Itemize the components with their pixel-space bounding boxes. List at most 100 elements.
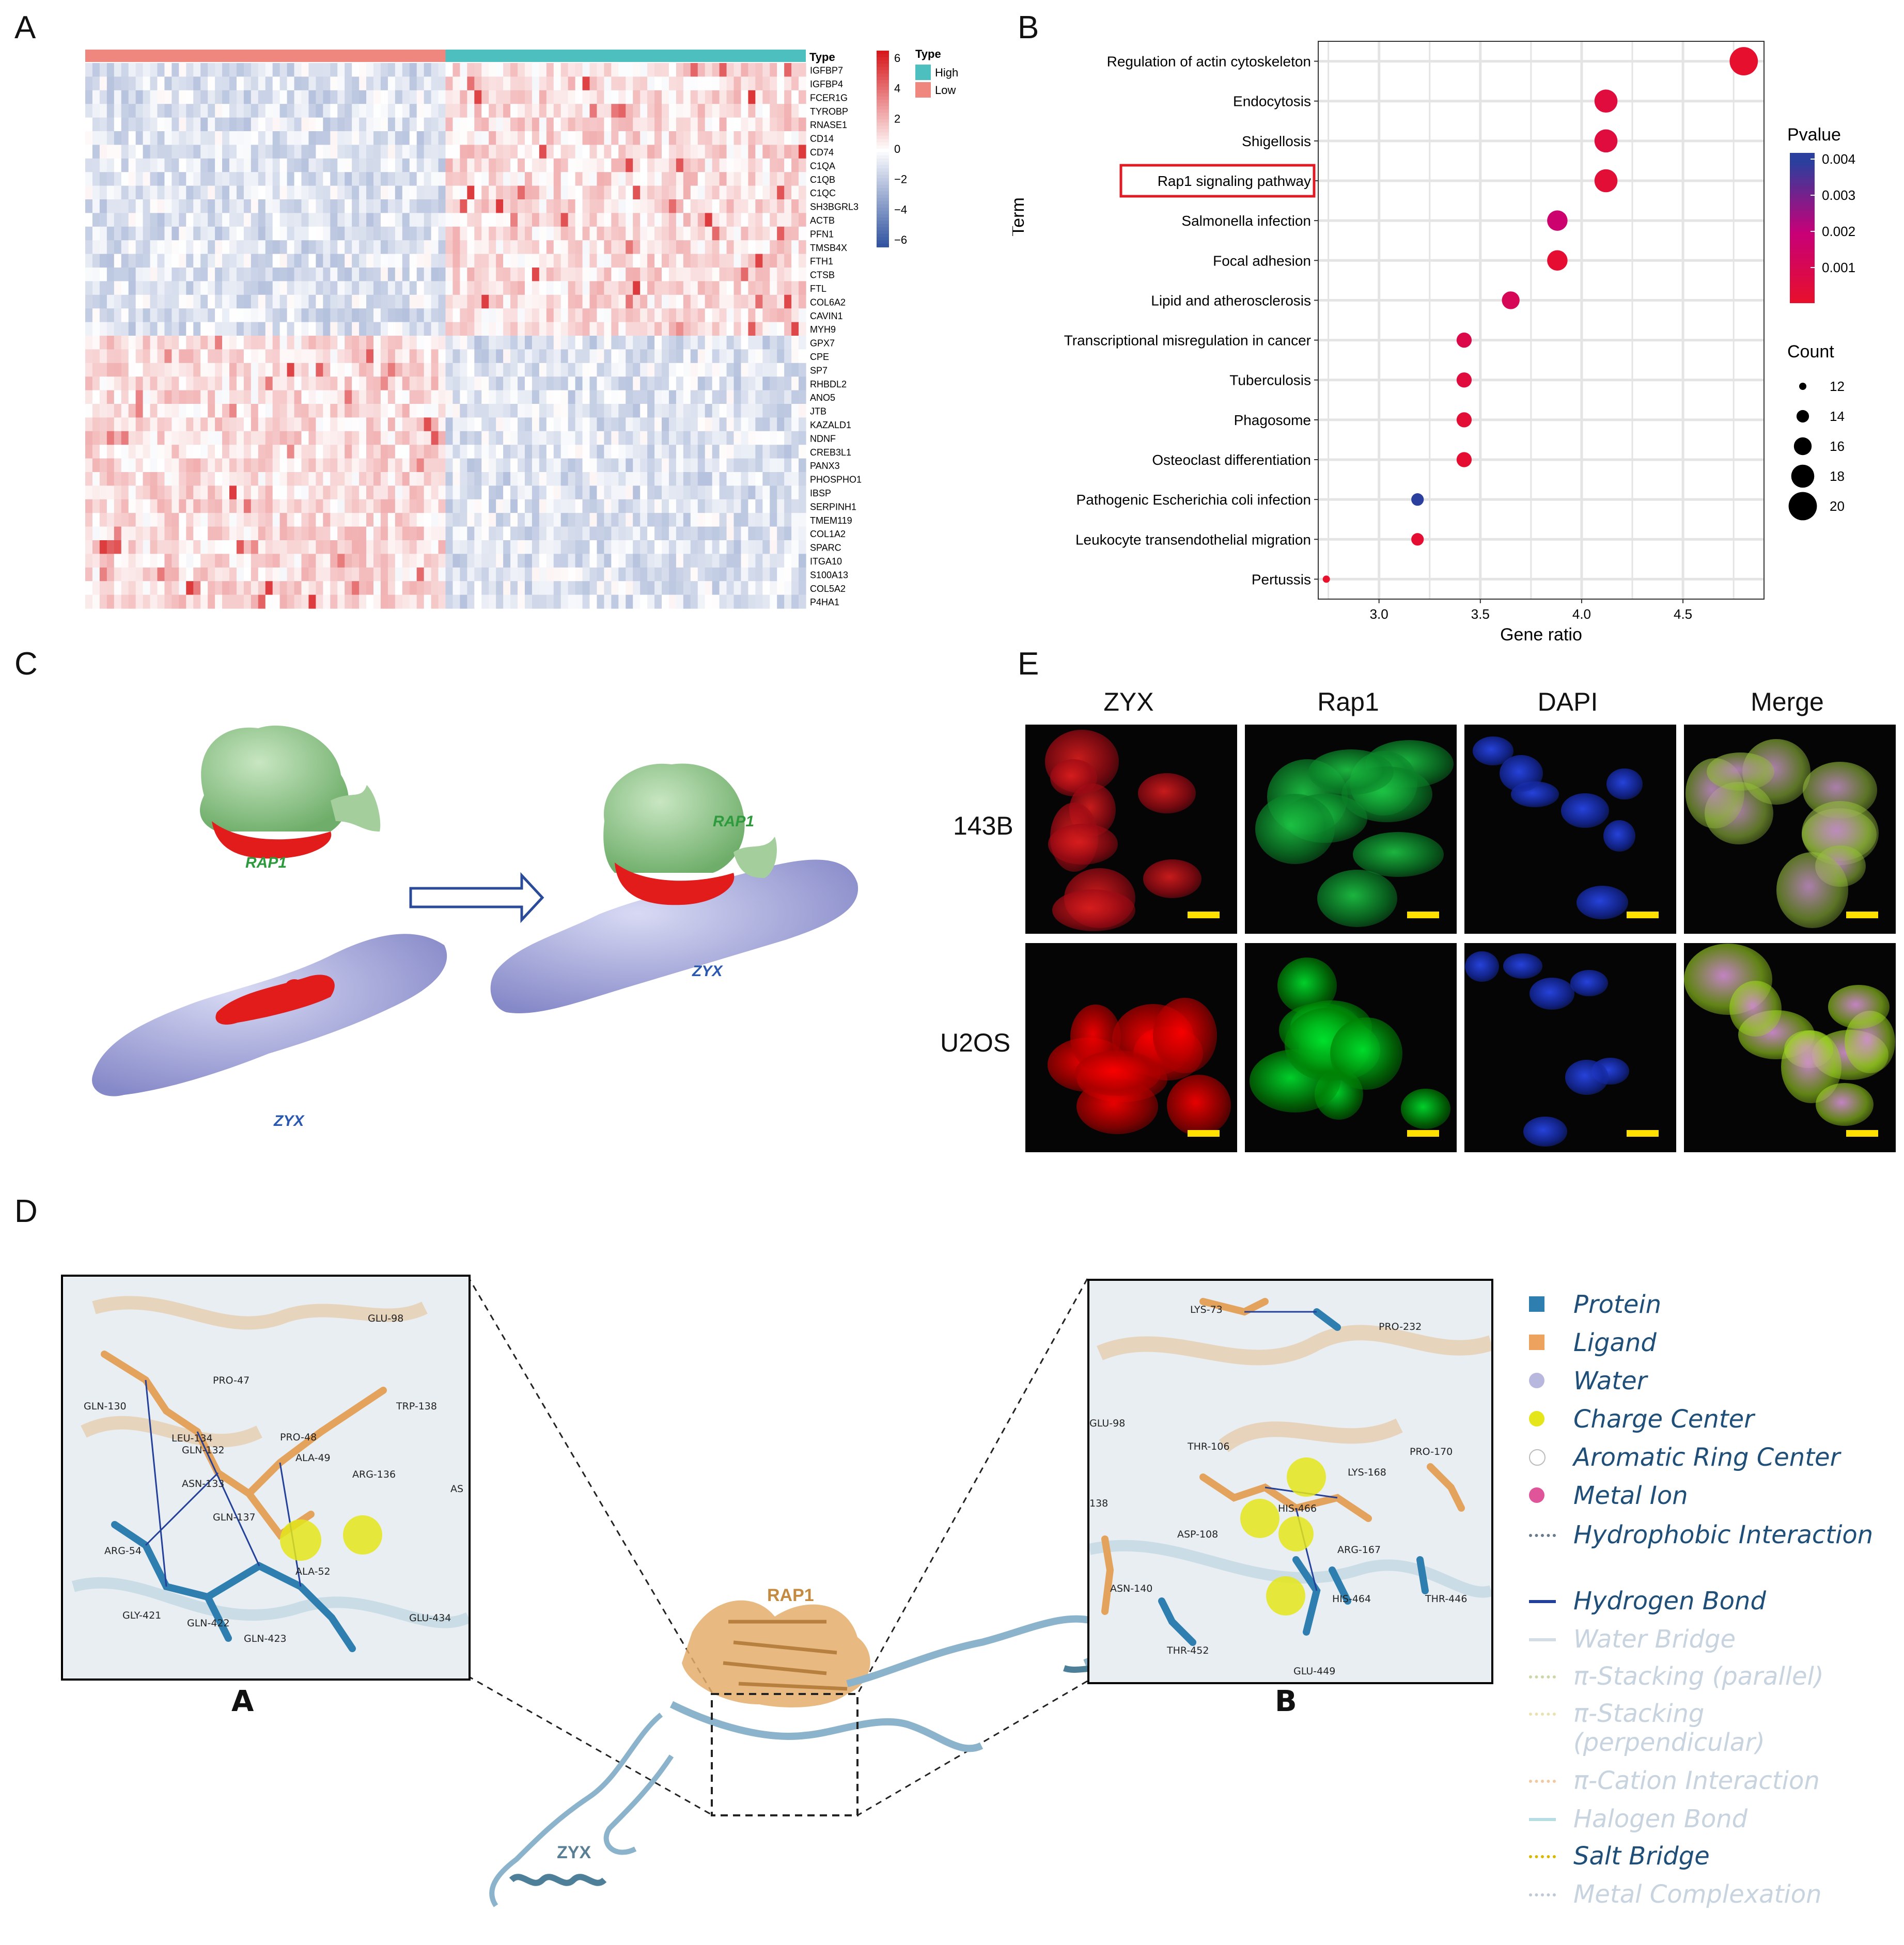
residue-label: THR-446	[1425, 1593, 1468, 1605]
legend-label: Water Bridge	[1573, 1625, 1736, 1654]
residue-label: PRO-170	[1410, 1446, 1453, 1457]
inset-a: GLU-98 PRO-47 GLN-130 LEU-134 GLN-132 PRO-48 A…	[61, 1275, 471, 1681]
term-label: Endocytosis	[1233, 93, 1311, 109]
complex-rap1-label: RAP1	[713, 813, 754, 830]
row-header-u2os: U2OS	[940, 1028, 1011, 1057]
micro-image	[1684, 943, 1896, 1152]
legend-label: Salt Bridge	[1573, 1842, 1710, 1871]
data-point	[1456, 332, 1472, 348]
legend-icon-metal-ion	[1529, 1487, 1544, 1503]
residue-label: HIS-466	[1278, 1503, 1317, 1514]
data-point	[1411, 493, 1424, 506]
docking-panel: RAP1 ZYX RAP1 ZYX	[92, 725, 859, 1130]
count-value: 14	[1830, 409, 1845, 424]
gene-label: CD74	[810, 147, 834, 158]
micro-image	[1464, 725, 1676, 934]
term-label: Osteoclast differentiation	[1152, 452, 1311, 468]
micro-image	[1464, 943, 1676, 1152]
legend-label: Metal Complexation	[1573, 1880, 1822, 1909]
count-dot	[1799, 383, 1806, 390]
residue-label: GLU-434	[409, 1612, 451, 1624]
residue-label: GLN-423	[244, 1633, 287, 1644]
pvalue-tick: 0.002	[1822, 224, 1855, 239]
residue-label: ALA-52	[295, 1566, 331, 1577]
zyx-label: ZYX	[273, 1112, 305, 1130]
gene-label: S100A13	[810, 570, 848, 580]
scale-bar	[1407, 912, 1439, 918]
residue-label: GLN-137	[213, 1512, 256, 1523]
scale-tick: 0	[894, 143, 900, 155]
col-header-zyx: ZYX	[1103, 687, 1154, 716]
gene-label: C1QB	[810, 175, 835, 185]
scale-bar	[1846, 1130, 1878, 1137]
data-point	[1456, 372, 1472, 388]
legend-icon-stacking-parallel	[1529, 1675, 1556, 1679]
data-point	[1456, 412, 1472, 428]
row-header-143b: 143B	[953, 811, 1013, 840]
gene-label: KAZALD1	[810, 420, 851, 430]
gene-label: TMEM119	[810, 515, 852, 526]
panel-label-c: C	[14, 646, 38, 682]
gene-label: IBSP	[810, 488, 831, 498]
scale-bar	[1627, 1130, 1659, 1137]
col-header-rap1: Rap1	[1317, 687, 1379, 716]
residue-label: GLU-449	[1293, 1666, 1336, 1677]
term-label: Lipid and atherosclerosis	[1151, 292, 1311, 308]
gene-label: PANX3	[810, 461, 840, 471]
gene-label: FTH1	[810, 256, 833, 266]
pvalue-tick: 0.004	[1822, 151, 1855, 167]
legend-icon-metal-complexation	[1529, 1893, 1556, 1896]
legend-label: Low	[935, 84, 956, 97]
scale-tick: −6	[894, 233, 907, 246]
gene-label: TYROBP	[810, 106, 848, 117]
gene-label: MYH9	[810, 324, 836, 335]
legend-label: High	[935, 66, 958, 79]
residue-label: ASP-108	[1177, 1529, 1219, 1540]
heatmap-type-header: Type	[809, 51, 835, 64]
residue-label: LYS-73	[1190, 1304, 1223, 1315]
pvalue-legend-title: Pvalue	[1787, 125, 1841, 145]
heatmap-panel: Type IGFBP7 IGFBP4 FCER1G TYROBP RNASE1 CD14 C…	[85, 48, 958, 609]
pvalue-legend: Pvalue 0.004 0.003 0.002 0.001	[1787, 125, 1855, 303]
legend-label: Aromatic Ring Center	[1573, 1443, 1840, 1472]
residue-label: 138	[1089, 1498, 1109, 1509]
residue-label: GLY-421	[122, 1610, 162, 1621]
gene-label: COL6A2	[810, 297, 846, 307]
residue-label: THR-106	[1188, 1441, 1230, 1452]
gene-label: CAVIN1	[810, 311, 843, 321]
legend-icon-protein	[1529, 1296, 1544, 1312]
residue-label: ARG-136	[352, 1469, 396, 1480]
term-labels: Regulation of actin cytoskeleton Endocyto…	[1064, 54, 1318, 587]
inset-b-label: B	[1275, 1685, 1297, 1718]
gene-label: PFN1	[810, 229, 834, 239]
heatmap-cells	[85, 63, 806, 609]
scale-tick: 4	[894, 82, 900, 95]
gene-label: C1QC	[810, 188, 836, 198]
gene-label: ACTB	[810, 215, 835, 226]
chart-grid	[1318, 41, 1764, 599]
gene-label: CPE	[810, 352, 829, 362]
data-point	[1547, 210, 1568, 231]
residue-label: AS	[450, 1483, 464, 1495]
micro-image	[1245, 943, 1457, 1152]
residue-label: PRO-48	[280, 1432, 317, 1443]
legend-label: π-Stacking (perpendicular)	[1573, 1699, 1765, 1757]
gene-label: TMSB4X	[810, 243, 847, 253]
legend-swatch	[915, 82, 931, 98]
panel-label-d: D	[14, 1194, 38, 1229]
legend-icon-halogen-bond	[1529, 1818, 1556, 1821]
gene-label: FCER1G	[810, 92, 848, 103]
residue-label: ASN-140	[1110, 1583, 1153, 1594]
gene-label: IGFBP4	[810, 79, 843, 89]
gene-label: COL1A2	[810, 529, 846, 539]
gene-label: COL5A2	[810, 584, 846, 594]
heatmap-type-legend: High Low	[915, 65, 958, 98]
heatmap-legend-title: Type	[915, 48, 941, 60]
gene-label: CD14	[810, 134, 834, 144]
gene-label: CREB3L1	[810, 447, 851, 458]
inset-b: LYS-73 PRO-232 GLU-98 THR-106 LYS-168 PRO-170…	[1087, 1279, 1493, 1684]
count-value: 12	[1830, 379, 1845, 394]
legend-label: π-Cation Interaction	[1573, 1766, 1820, 1795]
legend-label: Ligand	[1573, 1328, 1657, 1357]
x-tick: 3.5	[1471, 606, 1490, 622]
